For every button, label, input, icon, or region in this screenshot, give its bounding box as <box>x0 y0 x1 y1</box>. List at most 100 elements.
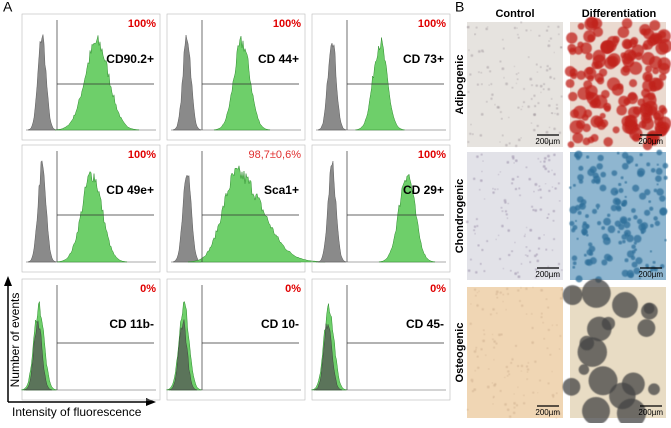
stain <box>492 397 495 399</box>
stain <box>492 308 495 311</box>
stain <box>526 255 529 257</box>
percent: 100% <box>128 18 156 30</box>
stain <box>627 217 632 222</box>
stain <box>533 254 537 258</box>
stain <box>568 91 578 102</box>
stain <box>495 238 497 240</box>
stain <box>491 333 494 336</box>
stain <box>552 219 555 222</box>
stain <box>531 341 535 344</box>
isotype-peak <box>27 160 57 263</box>
stain <box>535 253 538 256</box>
stain <box>614 220 622 227</box>
stain <box>553 127 556 131</box>
stain <box>551 393 555 397</box>
marker-peak <box>54 35 140 131</box>
stain <box>480 49 484 53</box>
isotype-peak <box>23 320 53 391</box>
histogram-panel: 0% CD 11b- <box>21 278 161 401</box>
stain <box>612 292 638 318</box>
stain <box>486 240 489 243</box>
panel-frame <box>311 13 451 141</box>
stain <box>527 56 530 58</box>
stain <box>642 71 653 82</box>
stain <box>632 184 640 192</box>
stain <box>514 272 518 275</box>
stain <box>507 202 509 205</box>
stain <box>472 177 476 181</box>
stain <box>549 76 552 79</box>
panel-frame <box>166 13 306 141</box>
stain <box>537 236 541 240</box>
stain <box>547 87 551 91</box>
stain <box>480 83 483 86</box>
marker-peak <box>213 36 271 131</box>
stain <box>543 157 547 160</box>
stain <box>659 195 666 202</box>
stain <box>504 210 508 213</box>
stain <box>617 230 621 234</box>
stain <box>555 392 558 395</box>
stain <box>511 155 515 159</box>
stain <box>618 188 624 194</box>
stain <box>523 235 526 238</box>
stain <box>495 290 499 294</box>
stain <box>588 245 596 253</box>
stain <box>473 225 477 228</box>
stain <box>480 113 484 116</box>
column-header: Control <box>495 8 534 20</box>
stain <box>483 198 486 200</box>
stain <box>653 216 658 221</box>
stain <box>488 84 490 86</box>
stain <box>629 61 643 75</box>
isotype-peak <box>317 161 347 263</box>
stain <box>557 25 560 28</box>
stain <box>547 213 550 216</box>
y-axis-label: Number of events <box>8 293 22 388</box>
histogram-panel: 98,7±0,6% Sca1+ <box>166 144 326 273</box>
stain <box>520 263 523 265</box>
stain <box>534 105 537 108</box>
stain <box>596 77 605 85</box>
stain <box>505 143 508 147</box>
stain <box>621 152 629 159</box>
histogram-panel: 100% CD 73+ <box>311 13 451 141</box>
stain <box>490 97 493 100</box>
stain <box>545 183 547 185</box>
isotype-peak <box>172 34 202 131</box>
stain <box>508 142 511 145</box>
stain <box>516 175 519 178</box>
stain <box>546 347 549 350</box>
stain <box>556 112 559 116</box>
stain <box>526 226 528 229</box>
image-bg <box>467 152 563 280</box>
stain <box>502 300 504 303</box>
stain <box>572 265 576 269</box>
stain <box>622 239 626 244</box>
stain <box>617 83 624 90</box>
stain <box>631 244 636 250</box>
stain <box>530 122 533 124</box>
stain <box>516 78 519 81</box>
stain <box>611 170 618 176</box>
panel-frame <box>21 278 161 401</box>
stain <box>502 293 505 296</box>
stain <box>529 261 532 264</box>
stain <box>539 188 542 191</box>
stain <box>624 181 628 184</box>
stain <box>514 241 516 244</box>
stain <box>586 155 590 159</box>
stain <box>470 54 474 57</box>
stain <box>471 389 475 393</box>
panel-frame <box>311 144 451 273</box>
stain <box>517 72 520 74</box>
stain <box>646 130 659 143</box>
stain <box>612 197 621 206</box>
stain <box>487 26 489 28</box>
scale-label: 200µm <box>535 270 560 279</box>
stain <box>603 217 611 226</box>
stain <box>587 74 594 82</box>
stain <box>601 259 608 266</box>
stain <box>572 224 578 230</box>
